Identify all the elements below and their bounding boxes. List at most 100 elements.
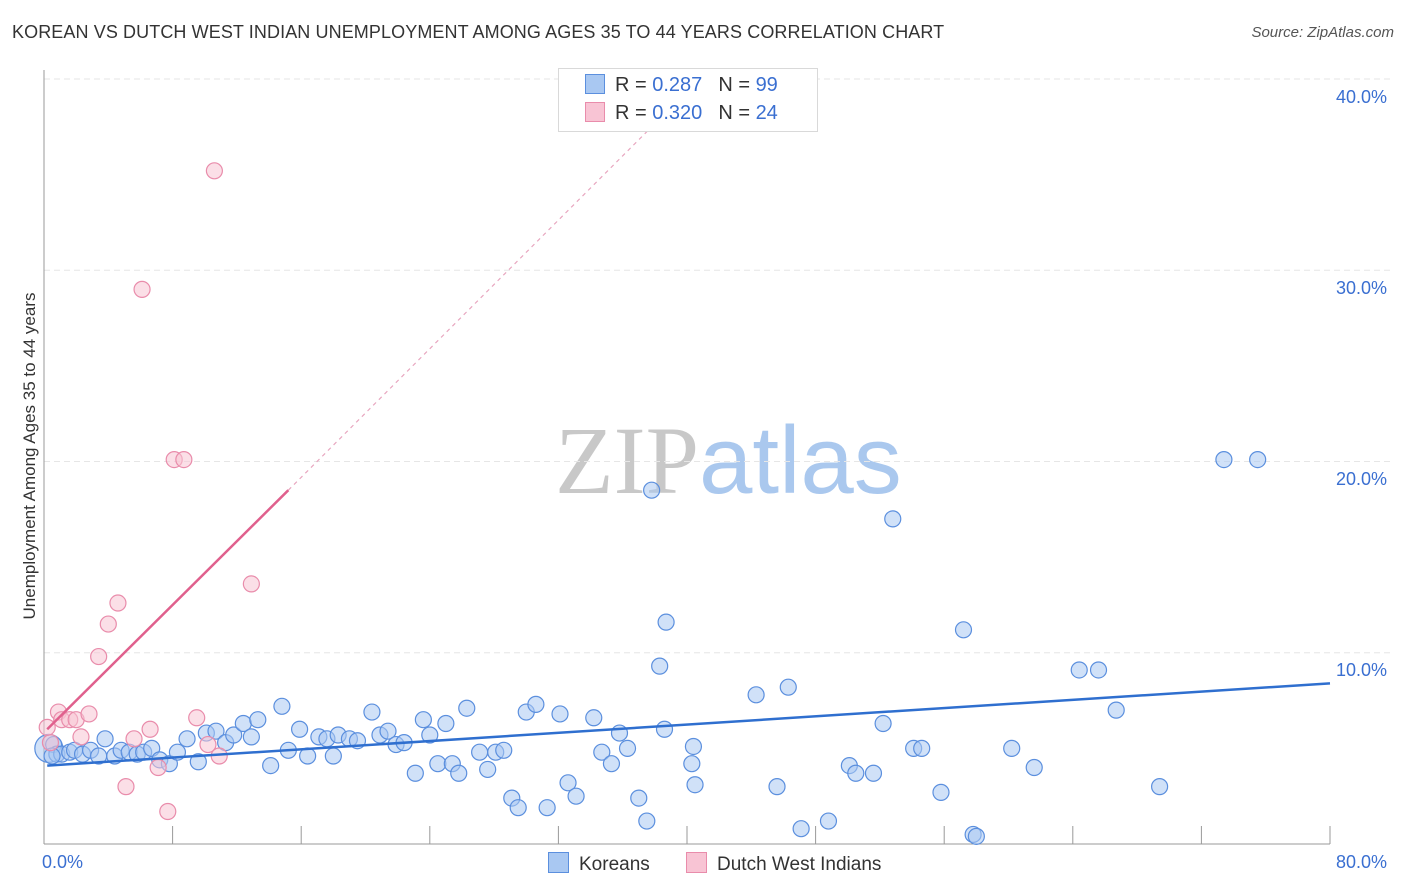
koreans-point xyxy=(913,739,931,757)
koreans-point xyxy=(495,741,513,759)
koreans-point xyxy=(458,699,476,717)
dutch-west-indians-point xyxy=(125,730,143,748)
koreans-point xyxy=(421,726,439,744)
koreans-point xyxy=(954,621,973,639)
legend-item-dutch-west-indians: Dutch West Indians xyxy=(686,852,881,876)
x-tick-label-min: 0.0% xyxy=(42,852,84,872)
n-label: N = xyxy=(718,102,750,124)
koreans-point xyxy=(567,787,585,805)
x-tick-label-max: 80.0% xyxy=(1336,852,1388,872)
koreans-point xyxy=(262,756,280,775)
dutch-west-indians-point xyxy=(133,280,151,298)
koreans-point xyxy=(792,820,810,838)
koreans-point xyxy=(379,722,397,740)
legend-item-koreans: Koreans xyxy=(548,852,650,876)
koreans-point xyxy=(683,755,701,773)
dutch-west-indians-trend-line xyxy=(46,489,290,731)
koreans-r-value: 0.287 xyxy=(652,74,703,96)
koreans-point xyxy=(1249,450,1267,469)
stats-legend-row-koreans: R = 0.287 N = 99 xyxy=(585,74,778,100)
y-axis-title: Unemployment Among Ages 35 to 44 years xyxy=(20,292,39,620)
koreans-point xyxy=(602,755,621,773)
koreans-point xyxy=(273,697,291,715)
koreans-point xyxy=(932,783,950,801)
koreans-point xyxy=(651,657,669,675)
koreans-point xyxy=(406,764,424,782)
dutch-west-indians-point xyxy=(80,705,98,723)
dutch-west-indians-point xyxy=(109,594,127,612)
watermark-zip: ZIP xyxy=(555,407,699,514)
dutch-west-indians-point xyxy=(117,778,135,796)
koreans-point xyxy=(324,747,342,765)
koreans-point xyxy=(189,753,207,771)
y-tick-label-30: 30.0% xyxy=(1336,278,1388,298)
koreans-point xyxy=(1070,661,1088,679)
koreans-point xyxy=(559,774,577,792)
dutch-west-indians-r-value: 0.320 xyxy=(652,102,703,124)
y-tick-label-20: 20.0% xyxy=(1336,469,1388,489)
dutch-west-indians-point xyxy=(199,735,217,754)
dutch-west-indians-point xyxy=(90,647,108,666)
dutch-west-indians-point xyxy=(41,734,60,752)
dutch-west-indians-point xyxy=(72,728,90,746)
y-tick-label-40: 40.0% xyxy=(1336,87,1388,107)
koreans-point xyxy=(450,764,468,782)
koreans-point xyxy=(657,613,675,631)
r-label: R = xyxy=(615,74,647,96)
dutch-west-indians-point xyxy=(141,720,159,738)
watermark-atlas: atlas xyxy=(699,407,902,514)
dutch-west-indians-point xyxy=(242,575,260,593)
dutch-west-indians-swatch xyxy=(585,102,605,122)
legend-dutch-west-indians-swatch xyxy=(686,852,707,873)
dutch-west-indians-point xyxy=(188,709,206,727)
koreans-n-value: 99 xyxy=(755,74,778,96)
koreans-point xyxy=(847,764,865,782)
koreans-point xyxy=(538,799,556,817)
koreans-point xyxy=(249,711,267,729)
stats-legend-row-dutch-west-indians: R = 0.320 N = 24 xyxy=(585,102,778,128)
watermark: ZIPatlas xyxy=(555,405,902,516)
koreans-point xyxy=(551,705,569,723)
koreans-point xyxy=(585,709,603,727)
legend-dutch-west-indians-label: Dutch West Indians xyxy=(717,854,882,875)
dutch-west-indians-trend-extension xyxy=(287,116,662,491)
koreans-point xyxy=(527,695,545,713)
koreans-point xyxy=(207,722,225,740)
dutch-west-indians-point xyxy=(99,615,117,633)
dutch-west-indians-point xyxy=(149,758,167,777)
koreans-point xyxy=(1003,739,1021,757)
y-tick-label-10: 10.0% xyxy=(1336,660,1388,680)
koreans-point xyxy=(363,703,381,721)
koreans-point xyxy=(1025,758,1043,777)
chart-title: KOREAN VS DUTCH WEST INDIAN UNEMPLOYMENT… xyxy=(12,22,945,42)
chart-source: Source: ZipAtlas.com xyxy=(1251,24,1394,41)
koreans-point xyxy=(779,678,797,696)
dutch-west-indians-point xyxy=(159,802,177,821)
dutch-west-indians-n-value: 24 xyxy=(755,102,778,124)
koreans-point xyxy=(768,778,786,796)
dutch-west-indians-point xyxy=(175,450,193,469)
koreans-point xyxy=(509,799,527,817)
koreans-point xyxy=(874,714,892,733)
koreans-point xyxy=(429,755,447,773)
koreans-point xyxy=(479,760,497,779)
koreans-point xyxy=(593,743,611,761)
koreans-trend-line xyxy=(47,682,1331,767)
r-label: R = xyxy=(615,102,647,124)
koreans-point xyxy=(864,764,883,782)
koreans-point xyxy=(242,728,260,746)
dutch-west-indians-point xyxy=(205,162,223,180)
koreans-point xyxy=(1215,450,1233,469)
koreans-point xyxy=(178,730,196,748)
koreans-point xyxy=(655,720,674,738)
koreans-point xyxy=(967,827,985,845)
koreans-point xyxy=(437,714,455,733)
koreans-point xyxy=(225,726,243,744)
koreans-point xyxy=(96,730,114,748)
koreans-point xyxy=(1107,701,1125,719)
koreans-point xyxy=(686,776,704,794)
legend-koreans-swatch xyxy=(548,852,569,873)
koreans-point xyxy=(1151,778,1169,796)
legend-koreans-label: Koreans xyxy=(579,854,650,875)
